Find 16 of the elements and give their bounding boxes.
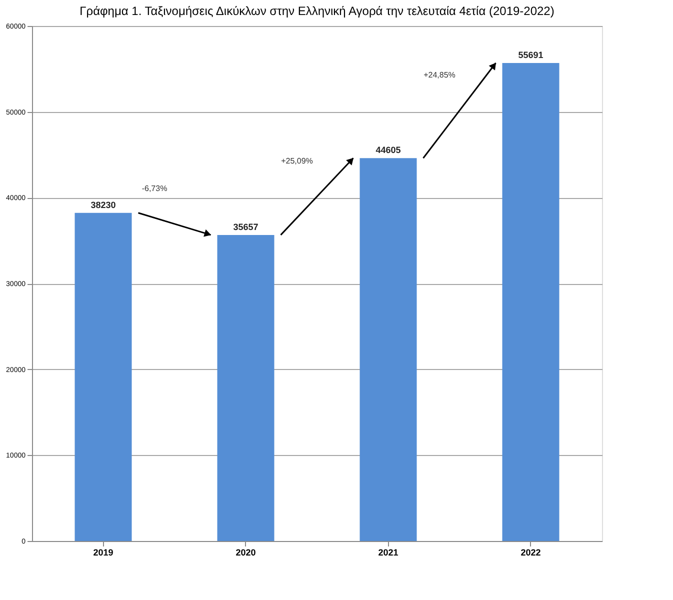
x-tick-label: 2022 [520, 548, 541, 558]
bar [217, 234, 274, 541]
data-label: 44605 [376, 145, 401, 156]
bar [74, 212, 132, 541]
x-tick-label: 2019 [93, 548, 114, 558]
annotation: -6,73% [142, 184, 168, 193]
annotation: +25,09% [281, 156, 313, 166]
data-label: 35657 [233, 222, 258, 232]
bar [502, 62, 560, 541]
annotation: +24,85% [424, 70, 456, 80]
chart-title: Γράφημα 1. Ταξινομήσεις Δικύκλων στην Ελληνική Αγορά την τελευταία 4ετία (2019-2022) [80, 4, 554, 18]
data-label: 38230 [90, 200, 116, 210]
data-label: 55691 [518, 50, 544, 60]
bar [360, 158, 417, 541]
x-tick-label: 2020 [236, 548, 256, 558]
x-tick-label: 2021 [378, 548, 398, 558]
